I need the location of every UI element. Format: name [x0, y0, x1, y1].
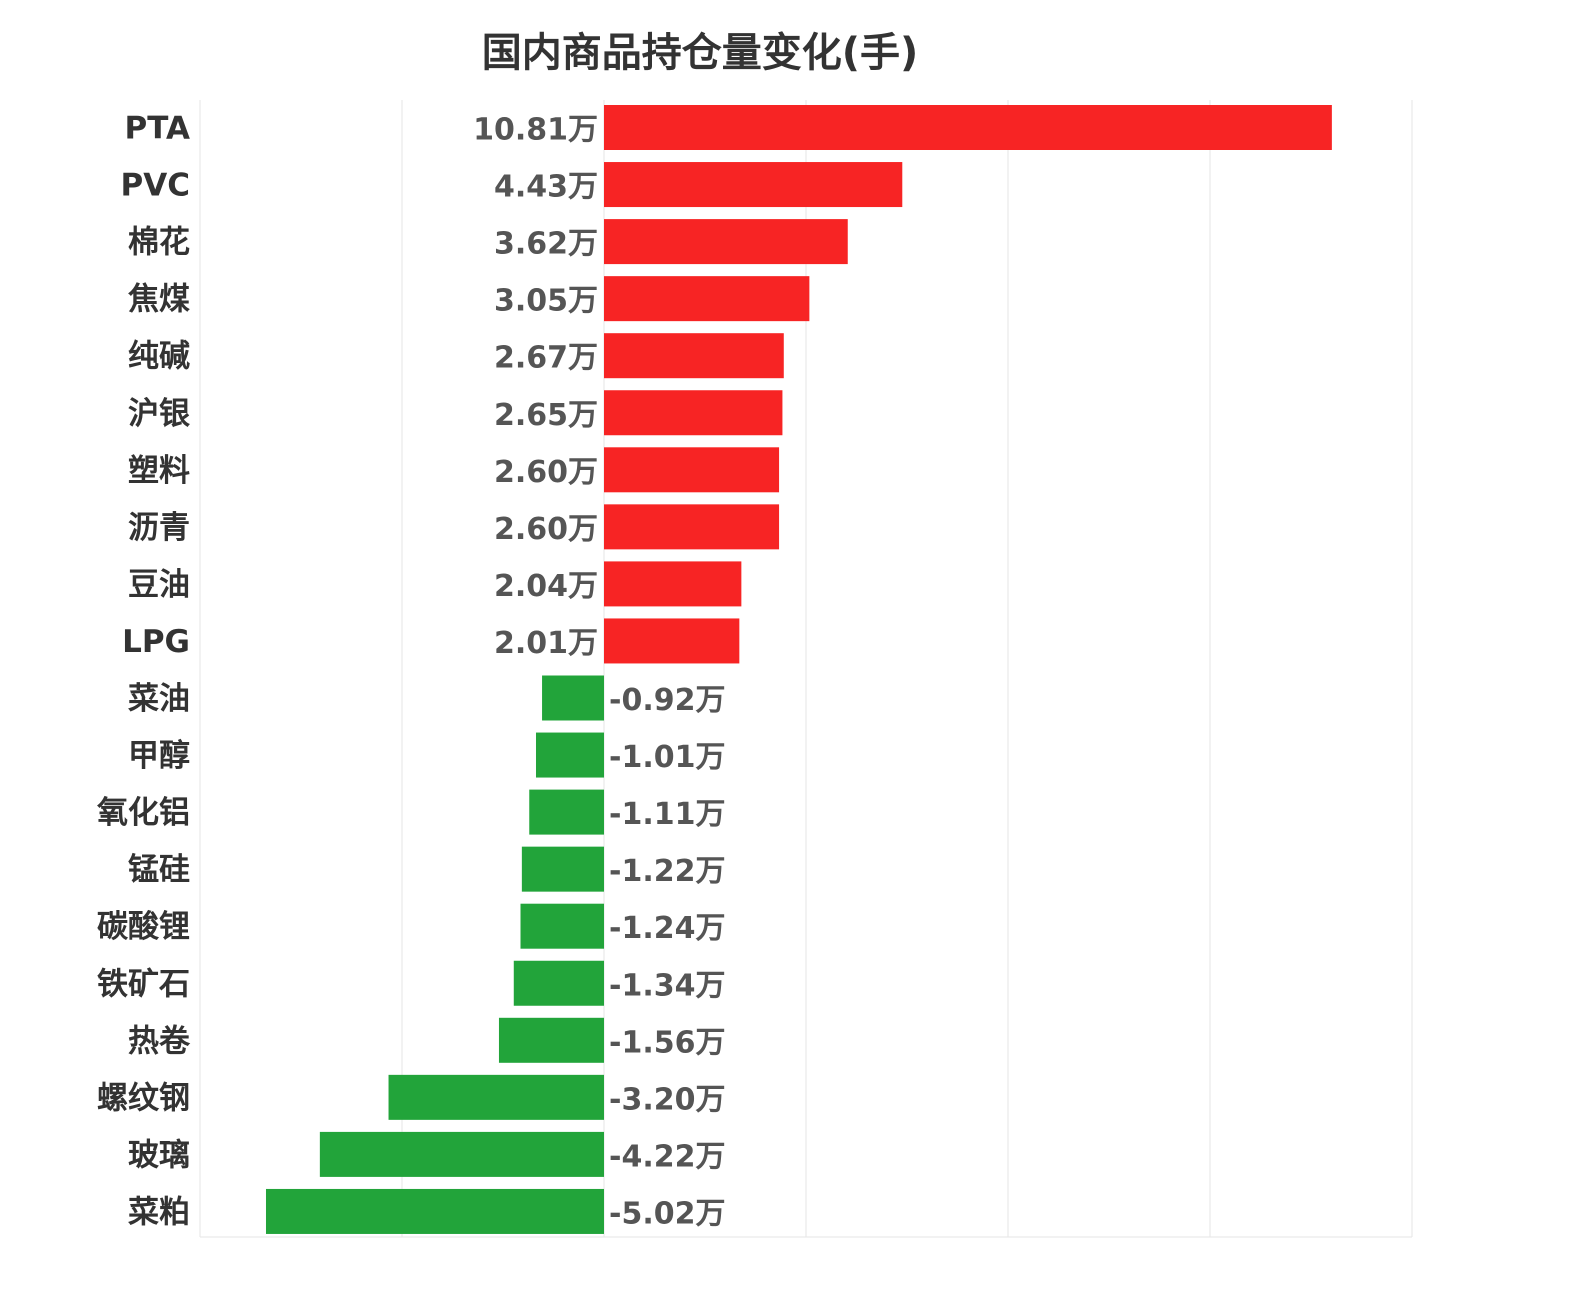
value-label: 2.65万 [494, 398, 598, 433]
category-label: 沪银 [128, 396, 190, 432]
value-label: -1.22万 [609, 854, 725, 889]
category-label: 焦煤 [128, 282, 190, 318]
bar [542, 675, 604, 721]
value-label: -4.22万 [609, 1139, 725, 1174]
category-label: 菜粕 [128, 1194, 190, 1230]
category-label: 纯碱 [128, 339, 190, 375]
value-label: -0.92万 [609, 683, 725, 718]
category-label: 锰硅 [128, 852, 190, 888]
value-label: 10.81万 [473, 113, 598, 148]
bar [604, 219, 848, 265]
value-labels: 10.81万 4.43万 3.62万 3.05万 2.67万 2.65万 2.60万 2.60… [473, 113, 725, 1232]
value-label: -3.20万 [609, 1082, 725, 1117]
category-label: 螺纹钢 [97, 1080, 190, 1116]
value-label: 3.05万 [494, 284, 598, 319]
value-label: -1.56万 [609, 1025, 725, 1060]
category-label: 沥青 [128, 510, 190, 546]
value-label: 2.60万 [494, 455, 598, 490]
value-label: -5.02万 [609, 1196, 725, 1231]
bar [388, 1074, 604, 1120]
category-label: LPG [122, 624, 190, 660]
bar [521, 846, 604, 892]
gridlines [199, 100, 1413, 1238]
bar [604, 105, 1332, 150]
chart-title: 国内商品持仓量变化(手) [481, 30, 919, 76]
bar [529, 789, 604, 835]
bar [604, 618, 740, 664]
category-label: 碳酸锂 [97, 909, 190, 945]
value-label: -1.01万 [609, 740, 725, 775]
bar [604, 504, 780, 550]
value-label: 3.62万 [494, 227, 598, 262]
category-label: 铁矿石 [97, 966, 190, 1002]
value-label: -1.11万 [609, 797, 725, 832]
value-label: 2.60万 [494, 512, 598, 547]
bar [319, 1131, 604, 1177]
bar [604, 162, 903, 208]
category-label: 氧化铝 [97, 795, 190, 831]
category-label: 塑料 [128, 453, 190, 489]
category-label: 热卷 [128, 1023, 191, 1059]
bar [604, 276, 810, 322]
category-label: 豆油 [128, 567, 190, 603]
category-label: 菜油 [128, 681, 190, 717]
bar [520, 903, 604, 949]
bar [604, 447, 780, 493]
bar [498, 1017, 604, 1063]
category-label: 玻璃 [128, 1137, 190, 1173]
value-label: 2.67万 [494, 341, 598, 376]
bar [604, 561, 742, 607]
category-label: PTA [125, 111, 190, 147]
value-label: 4.43万 [494, 170, 598, 205]
bar [535, 732, 604, 778]
bar [604, 390, 783, 436]
value-label: -1.34万 [609, 968, 725, 1003]
value-label: 2.04万 [494, 569, 598, 604]
bars [265, 105, 1332, 1234]
value-label: 2.01万 [494, 626, 598, 661]
value-label: -1.24万 [609, 911, 725, 946]
category-label: 甲醇 [128, 738, 190, 774]
bar [513, 960, 604, 1006]
category-label: 棉花 [128, 225, 190, 261]
category-label: PVC [121, 168, 190, 204]
bar [604, 333, 784, 379]
bar [265, 1188, 604, 1234]
